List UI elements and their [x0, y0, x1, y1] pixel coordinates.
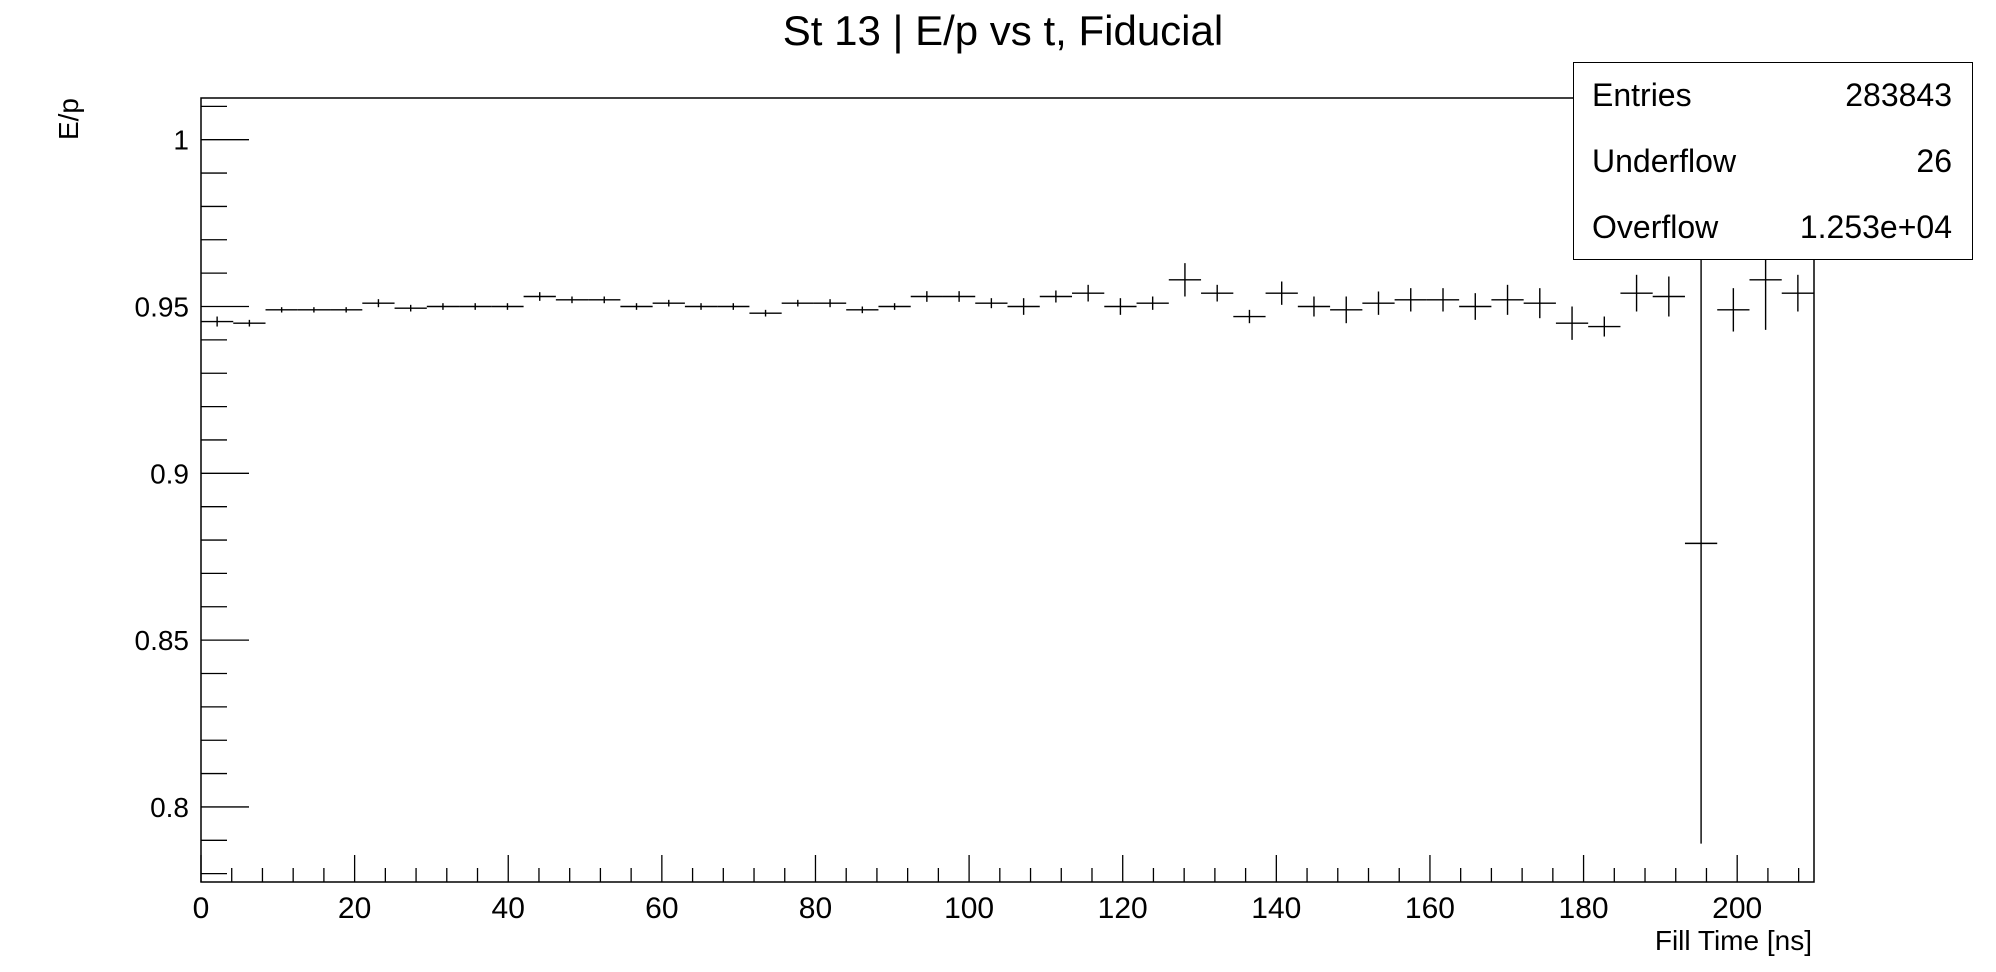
- stats-overflow-label: Overflow: [1592, 209, 1719, 245]
- data-point: [394, 304, 427, 312]
- data-point: [749, 309, 782, 317]
- data-point: [652, 299, 685, 307]
- data-point: [362, 299, 395, 308]
- data-point: [1039, 290, 1073, 303]
- y-tick-label: 0.95: [135, 292, 190, 323]
- x-tick-label: 80: [799, 892, 832, 925]
- data-point: [588, 296, 621, 304]
- data-point: [717, 303, 750, 310]
- x-tick-label: 60: [645, 892, 678, 925]
- data-point: [491, 303, 524, 310]
- data-point: [1362, 291, 1395, 315]
- data-point: [781, 299, 814, 307]
- data-point: [684, 303, 718, 310]
- data-point: [1652, 276, 1685, 317]
- y-tick-label: 0.9: [150, 458, 189, 489]
- data-point: [1426, 288, 1460, 312]
- data-point: [910, 291, 943, 302]
- y-axis-label: E/p: [53, 98, 84, 140]
- stats-box: Entries 283843 Underflow 26 Overflow 1.2…: [1573, 62, 1973, 260]
- y-tick-label: 0.85: [135, 625, 190, 656]
- stats-underflow-row: Underflow 26: [1574, 129, 1972, 195]
- data-point: [233, 319, 266, 327]
- data-point: [1555, 306, 1589, 340]
- data-point: [1684, 243, 1718, 844]
- x-axis-label: Fill Time [ns]: [1655, 925, 1812, 956]
- x-tick-label: 200: [1712, 892, 1762, 925]
- data-point: [975, 298, 1008, 309]
- y-tick-label: 1: [173, 125, 189, 156]
- data-point: [1233, 309, 1266, 324]
- x-tick-label: 100: [944, 892, 994, 925]
- x-tick-label: 140: [1251, 892, 1301, 925]
- data-point: [330, 307, 363, 313]
- x-tick-label: 20: [338, 892, 371, 925]
- plot-frame: [200, 97, 1815, 883]
- data-point: [1007, 298, 1040, 315]
- stats-underflow-label: Underflow: [1592, 143, 1737, 179]
- x-tick-label: 0: [193, 892, 210, 925]
- x-tick-label: 180: [1559, 892, 1609, 925]
- data-point: [1104, 298, 1137, 315]
- stats-entries-value: 283843: [1845, 77, 1952, 113]
- data-point: [1330, 296, 1363, 324]
- data-point: [523, 292, 556, 301]
- data-point: [1297, 296, 1331, 317]
- data-point: [1168, 263, 1202, 297]
- data-point: [1072, 284, 1105, 302]
- data-point: [942, 291, 976, 302]
- data-point: [265, 307, 298, 313]
- data-point: [1588, 316, 1621, 337]
- axis-ticks: 0.8 0.85 0.9 0.95 1 0 20 40 60 80 100 120 140 160 180 2…: [135, 105, 1800, 925]
- data-point: [1620, 274, 1653, 312]
- data-point: [426, 303, 460, 310]
- x-tick-label: 160: [1405, 892, 1455, 925]
- data-point: [555, 296, 589, 304]
- x-tick-label: 120: [1098, 892, 1148, 925]
- data-point: [813, 299, 847, 308]
- stats-entries-row: Entries 283843: [1574, 63, 1972, 129]
- stats-overflow-row: Overflow 1.253e+04: [1574, 195, 1972, 261]
- y-tick-label: 0.8: [150, 792, 189, 823]
- data-points: [201, 229, 1814, 844]
- data-point: [846, 306, 879, 314]
- data-point: [1491, 284, 1524, 315]
- data-point: [1394, 288, 1427, 312]
- stats-overflow-value: 1.253e+04: [1799, 209, 1952, 245]
- data-point: [1136, 296, 1169, 310]
- stats-underflow-value: 26: [1916, 143, 1952, 179]
- data-point: [459, 303, 492, 310]
- chart-title: St 13 | E/p vs t, Fiducial: [783, 7, 1223, 54]
- data-point: [1523, 288, 1556, 319]
- data-point: [620, 303, 653, 310]
- data-point: [1717, 288, 1750, 332]
- data-point: [1781, 274, 1814, 312]
- stats-entries-label: Entries: [1592, 77, 1692, 113]
- x-tick-label: 40: [492, 892, 525, 925]
- data-point: [1459, 293, 1492, 320]
- data-point: [878, 303, 911, 310]
- data-point: [297, 307, 331, 313]
- data-point: [201, 316, 234, 327]
- data-point: [1201, 284, 1234, 302]
- data-point: [1265, 281, 1298, 305]
